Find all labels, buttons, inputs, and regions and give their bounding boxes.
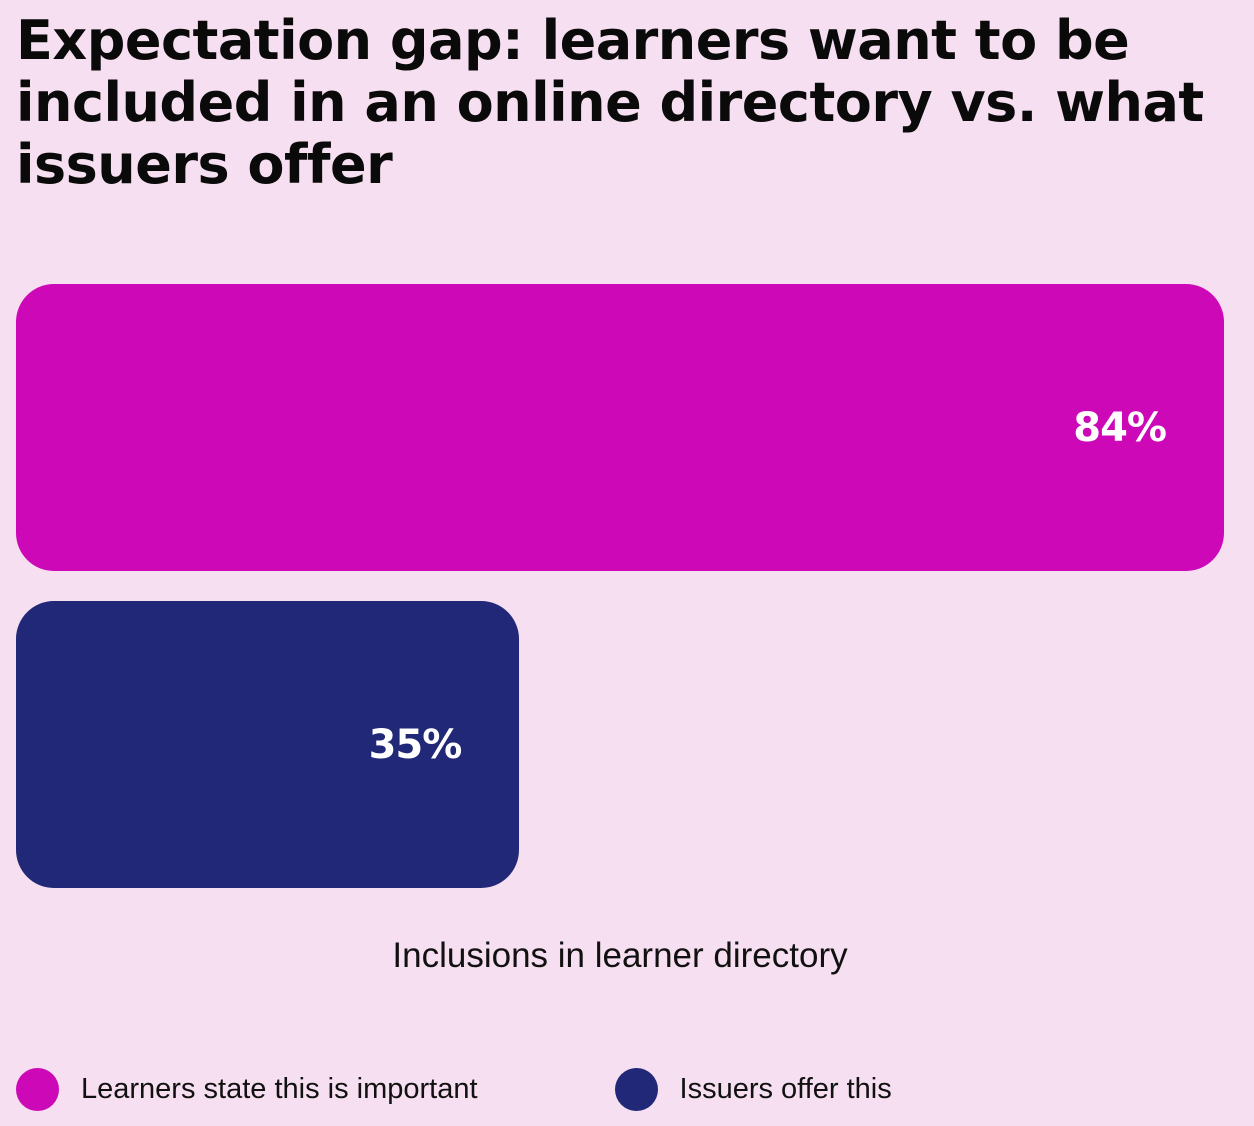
legend-item: Learners state this is important [16, 1068, 478, 1111]
bar-learners: 84% [16, 284, 1224, 571]
chart-legend: Learners state this is important Issuers … [16, 1068, 892, 1111]
category-label: Inclusions in learner directory [392, 936, 848, 975]
legend-label: Issuers offer this [679, 1073, 892, 1105]
bar-issuers: 35% [16, 601, 520, 888]
legend-label: Learners state this is important [81, 1073, 478, 1105]
legend-swatch-icon [614, 1068, 658, 1111]
legend-swatch-icon [16, 1068, 59, 1111]
bar-value-label: 35% [368, 721, 463, 768]
chart-title: Expectation gap: learners want to be inc… [16, 9, 1204, 196]
legend-item: Issuers offer this [614, 1068, 892, 1111]
bar-value-label: 84% [1073, 404, 1167, 451]
bar-chart: 84% 35% [16, 284, 1224, 888]
